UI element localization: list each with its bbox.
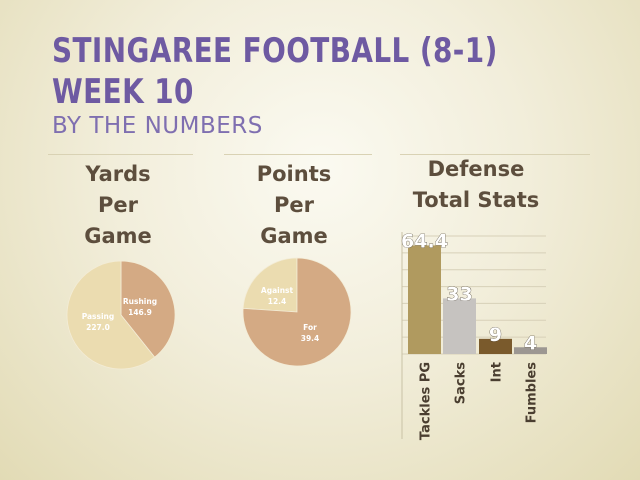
points-title-line: Per [274,193,314,217]
yards-pie-chart: Rushing 146.9 Passing 227.0 [66,260,176,370]
bar-data-label: 33 [446,283,472,305]
slide-title-week: WEEK 10 [52,72,194,112]
points-slice [242,257,298,313]
yards-title-line: Game [84,224,152,248]
category-label: Fumbles [525,362,540,424]
points-slice-value: 39.4 [301,334,320,343]
bar [408,245,441,354]
yards-chart-title: Yards Per Game [58,159,178,252]
category-label: Tackles PG [419,362,434,440]
divider-middle [224,154,372,155]
bar [514,347,547,354]
divider-left [48,154,193,155]
slide-subtitle: BY THE NUMBERS [52,113,263,139]
points-slice-label: For [303,323,317,332]
points-slice-label: Against [261,286,294,295]
yards-slice-value: 227.0 [86,323,110,332]
yards-title-line: Yards [85,162,151,186]
yards-slice [120,260,176,358]
divider-right [400,154,590,155]
bar-data-label: 9 [489,324,502,346]
defense-bar-chart: 64.4 Tackles PG 33 Sacks 9 Int 4 Fumbles [401,230,547,440]
yards-title-line: Per [98,193,138,217]
yards-slice [66,260,156,370]
yards-slice-label: Rushing [123,297,157,306]
yards-slice-label: Passing [82,312,115,321]
bar-data-label: 4 [524,332,537,354]
defense-title-line: Defense [427,157,525,181]
points-pie-chart: Against 12.4 For 39.4 [242,257,352,367]
defense-chart-title: Defense Total Stats [396,154,556,216]
bar [443,298,476,354]
points-title-line: Game [260,224,328,248]
defense-title-line: Total Stats [412,188,540,212]
yards-slice-value: 146.9 [128,308,152,317]
bar [479,338,512,354]
category-label: Int [490,362,505,382]
points-slice [242,257,352,367]
points-chart-title: Points Per Game [234,159,354,252]
category-label: Sacks [454,362,469,404]
points-slice-value: 12.4 [268,297,287,306]
points-title-line: Points [256,162,332,186]
bar-data-label: 64.4 [401,230,448,252]
slide-title: STINGAREE FOOTBALL (8-1) [52,31,498,71]
